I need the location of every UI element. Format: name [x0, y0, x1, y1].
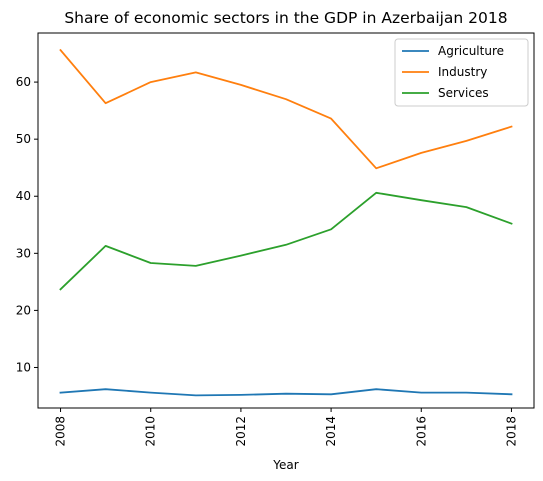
legend-label-industry: Industry	[438, 65, 487, 79]
series-line-agriculture	[59, 388, 513, 397]
y-tick-label: 50	[16, 132, 31, 146]
y-tick-label: 60	[16, 75, 31, 89]
x-tick-label: 2018	[504, 416, 518, 447]
x-tick-label: 2012	[234, 416, 248, 447]
y-axis: 10 20 30 40 50 60	[16, 75, 38, 374]
series-lines	[59, 48, 513, 397]
chart-title: Share of economic sectors in the GDP in …	[64, 9, 507, 27]
x-tick-label: 2014	[324, 416, 338, 447]
legend-label-services: Services	[438, 86, 489, 100]
y-tick-label: 10	[16, 360, 31, 374]
x-tick-label: 2010	[144, 416, 158, 447]
y-tick-label: 20	[16, 303, 31, 317]
y-tick-label: 40	[16, 189, 31, 203]
y-tick-label: 30	[16, 246, 31, 260]
legend-label-agriculture: Agriculture	[438, 44, 504, 58]
legend-frame	[394, 38, 529, 107]
x-tick-label: 2008	[54, 416, 68, 447]
x-axis: 2008 2010 2012 2014 2016 2018	[54, 408, 518, 447]
x-axis-label: Year	[272, 458, 298, 472]
x-tick-label: 2016	[414, 416, 428, 447]
series-line-industry	[59, 48, 513, 170]
legend: Agriculture Industry Services	[394, 38, 529, 107]
series-line-services	[59, 191, 513, 291]
